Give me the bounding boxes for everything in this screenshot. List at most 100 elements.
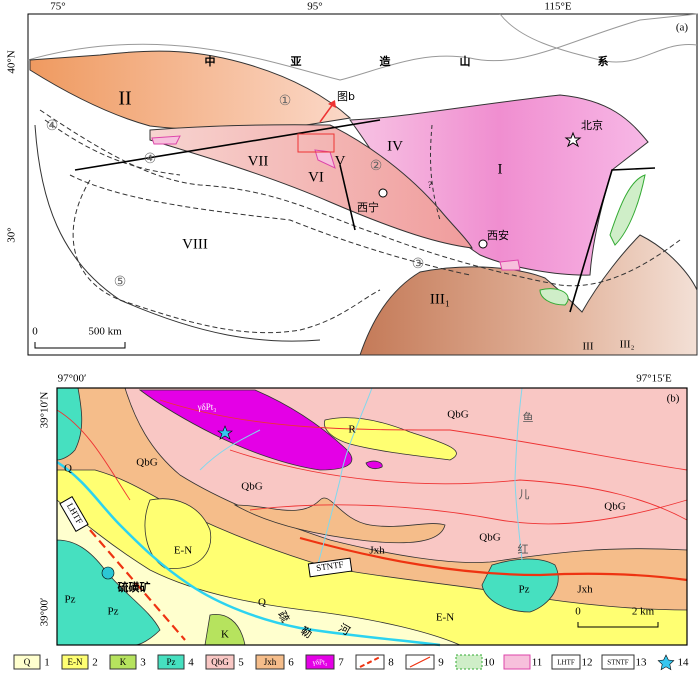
map-path xyxy=(229,449,688,521)
unit-label: QbG xyxy=(604,501,625,513)
map-path xyxy=(39,109,681,287)
lat-label: 30° xyxy=(6,227,18,242)
map-path xyxy=(56,539,161,646)
city-label: 西宁 xyxy=(357,200,379,214)
belt-char: 系 xyxy=(598,54,609,68)
legend-number: 13 xyxy=(636,657,648,669)
panel-tag: (b) xyxy=(667,393,680,405)
map-path xyxy=(89,529,186,641)
map-path xyxy=(69,174,471,276)
circled-number: ⑤ xyxy=(114,275,127,290)
map-rect xyxy=(59,495,89,533)
map-path xyxy=(299,536,688,582)
map-path xyxy=(217,425,233,440)
legend-symbol: STNTF xyxy=(607,659,629,667)
map-path xyxy=(365,460,383,470)
legend-symbol: QbG xyxy=(211,657,229,667)
map-circle xyxy=(478,239,488,249)
region-label: III₂ xyxy=(620,339,635,351)
city-label: 北京 xyxy=(581,118,603,132)
map-path xyxy=(514,387,523,561)
unit-label: Pz xyxy=(519,584,530,596)
unit-label: Pz xyxy=(108,606,119,618)
legend-number: 4 xyxy=(188,657,194,669)
place-char: 鱼 xyxy=(523,410,534,424)
legend-star xyxy=(657,654,675,671)
map-path xyxy=(499,13,698,63)
map-path xyxy=(56,460,441,647)
lon-label: 115°E xyxy=(544,1,571,13)
belt-char: 造 xyxy=(380,54,392,68)
unit-label: γδPt₃ xyxy=(197,402,217,412)
legend-number: 12 xyxy=(582,657,593,669)
belt-char: 亚 xyxy=(291,55,302,68)
unit-label: Q xyxy=(258,597,266,609)
map-link: 图b xyxy=(337,90,355,103)
circled-number: ④ xyxy=(144,152,157,167)
map-circle xyxy=(378,188,388,198)
map-path xyxy=(34,342,126,349)
map-path xyxy=(564,131,582,148)
lat-label: 40°N xyxy=(6,50,18,73)
circled-number: ④ xyxy=(46,119,59,134)
belt-char: 山 xyxy=(460,54,471,68)
legend-swatch xyxy=(13,654,41,670)
map-path xyxy=(56,409,131,501)
legend-swatch xyxy=(205,654,235,670)
unit-label: R xyxy=(348,424,356,436)
unit-label: Jxh xyxy=(369,545,385,557)
lat-label: 39°10′N xyxy=(39,392,51,429)
unit-label: Q xyxy=(64,463,72,475)
legend-number: 8 xyxy=(388,657,394,669)
legend-symbol: γδPt₃ xyxy=(312,659,328,667)
region-label: III₁ xyxy=(430,291,450,307)
map-path xyxy=(249,499,688,525)
scale-label: 0 xyxy=(575,606,581,618)
unit-label: Pz xyxy=(65,594,76,606)
question-mark: ? xyxy=(428,180,432,190)
map-path xyxy=(323,417,457,461)
map-rect xyxy=(297,133,335,153)
legend-line xyxy=(359,656,381,668)
map-path xyxy=(577,622,659,628)
mine-label: 硫磺矿 xyxy=(118,580,151,594)
unit-label: QbG xyxy=(241,481,262,493)
map-path xyxy=(27,13,698,81)
map-path xyxy=(328,100,336,108)
map-path xyxy=(314,387,373,576)
map-path xyxy=(314,149,336,169)
circled-number: ③ xyxy=(412,257,425,272)
legend-number: 2 xyxy=(92,657,98,669)
scale-label: 500 km xyxy=(88,326,122,338)
lon-label: 95° xyxy=(307,1,322,13)
legend-number: 1 xyxy=(44,657,50,669)
legend-swatch xyxy=(157,654,185,670)
legend-number: 14 xyxy=(678,657,690,669)
map-rect xyxy=(56,387,688,646)
legend-swatch xyxy=(455,654,483,670)
legend-number: 3 xyxy=(140,657,146,669)
legend-number: 6 xyxy=(288,657,294,669)
map-path xyxy=(569,167,656,313)
legend-swatch xyxy=(503,654,531,670)
lat-label: 39°00′ xyxy=(39,598,51,627)
place-char: 儿 xyxy=(519,488,530,501)
map-path xyxy=(56,387,83,461)
legend-symbol: E-N xyxy=(68,657,83,667)
unit-label: E-N xyxy=(436,612,454,624)
legend-number: 7 xyxy=(338,657,344,669)
unit-label: Jxh xyxy=(577,584,593,596)
map-path xyxy=(233,497,446,544)
map-path xyxy=(481,558,559,613)
map-path xyxy=(339,164,356,231)
map-path xyxy=(34,124,321,342)
unit-label: QbG xyxy=(136,457,157,469)
region-label: II xyxy=(118,88,131,110)
legend-swatch xyxy=(61,654,89,670)
lon-label: 97°00′ xyxy=(58,373,87,385)
map-path xyxy=(44,119,181,176)
legend-number: 9 xyxy=(438,657,444,669)
circled-number: ② xyxy=(370,159,383,174)
legend-swatch xyxy=(255,654,285,670)
